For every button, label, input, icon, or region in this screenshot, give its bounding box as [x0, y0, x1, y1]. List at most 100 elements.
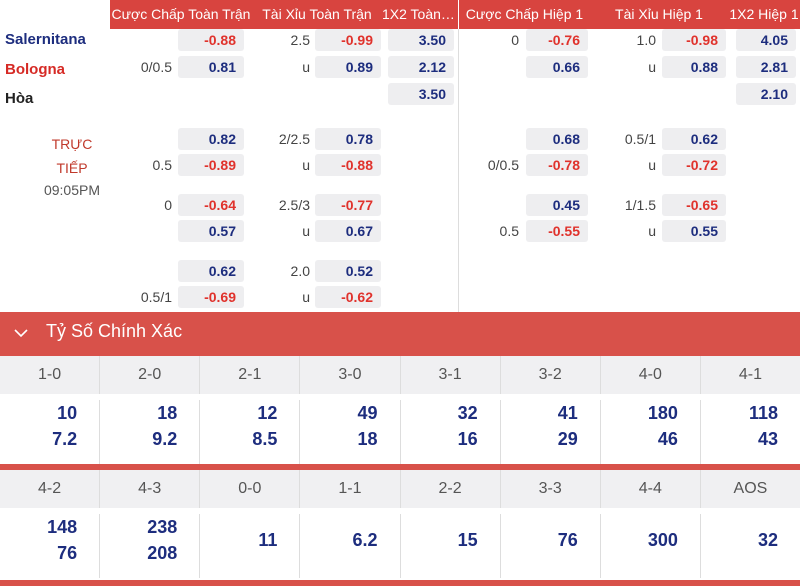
score-odds-away[interactable]: 208 — [147, 543, 178, 563]
score-header-row: 4-2 4-3 0-0 1-1 2-2 3-3 4-4 AOS — [0, 470, 800, 508]
odds-alt1-h1-over[interactable]: 0.62 — [662, 128, 726, 150]
header-ft-1x2[interactable]: 1X2 Toàn Trận — [382, 0, 458, 29]
header-h1-over-under[interactable]: Tài Xỉu Hiệp 1 — [590, 0, 728, 29]
hdp-line: 0.5/1 — [140, 289, 172, 305]
score-odds-cell: 49 18 — [300, 400, 401, 464]
odds-alt2-h1-over[interactable]: -0.65 — [662, 194, 726, 216]
odds-alt1-ft-hdp-away[interactable]: -0.89 — [178, 154, 244, 176]
score-odds-away[interactable]: 76 — [57, 543, 78, 563]
score-odds-cell: 32 16 — [401, 400, 501, 464]
hdp-line: 0/0.5 — [140, 59, 172, 75]
exact-score-header[interactable]: Tỷ Số Chính Xác — [0, 312, 800, 356]
score-label: 2-1 — [200, 356, 301, 394]
score-odds-home[interactable]: 238 — [147, 517, 178, 537]
header-ft-handicap[interactable]: Cược Chấp Toàn Trận — [110, 0, 252, 29]
odds-alt2-h1-under[interactable]: 0.55 — [662, 220, 726, 242]
odds-ft-over[interactable]: -0.99 — [315, 29, 381, 51]
score-odds-home[interactable]: 10 — [57, 403, 78, 423]
team-home: Salernitana — [5, 31, 86, 48]
odds-ft-1x2-home[interactable]: 3.50 — [388, 29, 454, 51]
odds-alt1-h1-hdp-away[interactable]: -0.78 — [526, 154, 588, 176]
odds-alt1-h1-under[interactable]: -0.72 — [662, 154, 726, 176]
score-label: 4-3 — [100, 470, 201, 508]
odds-h1-1x2-home[interactable]: 4.05 — [736, 29, 796, 51]
exact-score-table-2: 4-2 4-3 0-0 1-1 2-2 3-3 4-4 AOS 148 76 23… — [0, 470, 800, 578]
odds-alt2-ft-hdp-away[interactable]: 0.57 — [178, 220, 244, 242]
odds-ft-hdp-home[interactable]: -0.88 — [178, 29, 244, 51]
odds-alt1-h1-hdp-home[interactable]: 0.68 — [526, 128, 588, 150]
ou-under-label: u — [302, 59, 310, 75]
odds-alt1-ft-under[interactable]: -0.88 — [315, 154, 381, 176]
score-odds-home[interactable]: 18 — [157, 403, 178, 423]
score-label: 3-2 — [501, 356, 601, 394]
odds-ft-hdp-away[interactable]: 0.81 — [178, 56, 244, 78]
header-ft-over-under[interactable]: Tài Xỉu Toàn Trận — [252, 0, 382, 29]
score-odds-away[interactable]: 7.2 — [52, 429, 78, 449]
odds-ft-under[interactable]: 0.89 — [315, 56, 381, 78]
score-odds-single[interactable]: 300 — [647, 530, 678, 550]
score-odds-home[interactable]: 49 — [357, 403, 378, 423]
odds-alt2-h1-hdp-home[interactable]: 0.45 — [526, 194, 588, 216]
score-odds-home[interactable]: 118 — [748, 403, 778, 423]
score-odds-home[interactable]: 41 — [557, 403, 578, 423]
score-label: 3-0 — [300, 356, 401, 394]
score-odds-cell: 300 — [601, 514, 701, 578]
score-odds-home[interactable]: 148 — [47, 517, 78, 537]
chevron-down-icon[interactable] — [12, 324, 30, 342]
odds-h1-under[interactable]: 0.88 — [662, 56, 726, 78]
odds-alt2-h1-hdp-away[interactable]: -0.55 — [526, 220, 588, 242]
score-odds-cell: 15 — [401, 514, 501, 578]
ou-under-label: u — [302, 289, 310, 305]
score-odds-away[interactable]: 9.2 — [152, 429, 178, 449]
odds-alt2-ft-hdp-home[interactable]: -0.64 — [178, 194, 244, 216]
score-odds-away[interactable]: 8.5 — [252, 429, 278, 449]
odds-ft-1x2-away[interactable]: 2.12 — [388, 56, 454, 78]
odds-alt3-ft-hdp-home[interactable]: 0.62 — [178, 260, 244, 282]
odds-h1-hdp-away[interactable]: 0.66 — [526, 56, 588, 78]
score-odds-single[interactable]: 76 — [557, 530, 578, 550]
score-odds-home[interactable]: 12 — [257, 403, 278, 423]
odds-alt3-ft-under[interactable]: -0.62 — [315, 286, 381, 308]
score-label: 4-0 — [601, 356, 701, 394]
score-odds-home[interactable]: 32 — [457, 403, 478, 423]
score-odds-home[interactable]: 180 — [647, 403, 678, 423]
score-odds-cell: 10 7.2 — [0, 400, 101, 464]
score-label: AOS — [733, 480, 768, 497]
score-odds-cell: 12 8.5 — [200, 400, 301, 464]
ou-under-label: u — [302, 157, 310, 173]
score-odds-row: 148 76 238 208 11 6.2 15 76 300 32 — [0, 508, 800, 578]
score-label: 0-0 — [200, 470, 301, 508]
score-odds-single[interactable]: 15 — [457, 530, 478, 550]
live-label-2: TIẾP — [56, 160, 88, 176]
score-odds-away[interactable]: 18 — [357, 429, 378, 449]
odds-h1-hdp-home[interactable]: -0.76 — [526, 29, 588, 51]
score-odds-single[interactable]: 6.2 — [352, 530, 378, 550]
odds-h1-over[interactable]: -0.98 — [662, 29, 726, 51]
odds-ft-1x2-draw[interactable]: 3.50 — [388, 83, 454, 105]
section-divider — [0, 580, 800, 586]
odds-alt1-ft-hdp-home[interactable]: 0.82 — [178, 128, 244, 150]
odds-alt3-ft-over[interactable]: 0.52 — [315, 260, 381, 282]
score-odds-away[interactable]: 29 — [557, 429, 578, 449]
score-odds-away[interactable]: 43 — [757, 429, 778, 449]
exact-score-table-1: 1-0 2-0 2-1 3-0 3-1 3-2 4-0 4-1 10 7.2 18… — [0, 356, 800, 464]
odds-alt1-ft-over[interactable]: 0.78 — [315, 128, 381, 150]
score-odds-cell: 238 208 — [100, 514, 201, 578]
score-label: 2-2 — [401, 470, 501, 508]
score-odds-single[interactable]: 32 — [757, 530, 778, 550]
ou-line: 1/1.5 — [624, 197, 656, 213]
odds-h1-1x2-draw[interactable]: 2.10 — [736, 83, 796, 105]
header-h1-handicap[interactable]: Cược Chấp Hiệp 1 — [459, 0, 590, 29]
match-time: 09:05PM — [43, 182, 101, 198]
odds-alt2-ft-under[interactable]: 0.67 — [315, 220, 381, 242]
odds-alt2-ft-over[interactable]: -0.77 — [315, 194, 381, 216]
live-label-1: TRỰC — [51, 136, 93, 152]
odds-alt3-ft-hdp-away[interactable]: -0.69 — [178, 286, 244, 308]
hdp-line: 0.5 — [152, 157, 172, 173]
header-h1-1x2[interactable]: 1X2 Hiệp 1 — [728, 0, 800, 29]
score-odds-single[interactable]: 11 — [258, 530, 278, 550]
score-odds-away[interactable]: 46 — [657, 429, 678, 449]
ou-line: 2/2.5 — [278, 131, 310, 147]
odds-h1-1x2-away[interactable]: 2.81 — [736, 56, 796, 78]
score-odds-away[interactable]: 16 — [457, 429, 478, 449]
